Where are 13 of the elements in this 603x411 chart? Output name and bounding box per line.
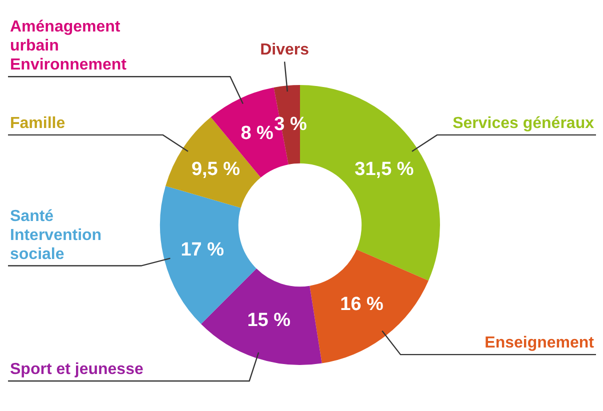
data-label: 16 %	[340, 294, 384, 315]
slice-label: Aménagement urbain Environnement	[10, 18, 128, 74]
slice-label: Services généraux	[452, 114, 594, 132]
data-label: 15 %	[247, 310, 291, 332]
slice-label: Divers	[260, 42, 310, 59]
data-label: 31,5 %	[354, 158, 414, 180]
data-label: 9,5 %	[191, 158, 240, 180]
slice-label: Enseignement	[484, 334, 595, 352]
data-label: 8 %	[240, 123, 274, 144]
slice-label: Sport et jeunesse	[10, 360, 144, 378]
slice-label: Santé Intervention sociale	[10, 208, 102, 263]
data-label: 17 %	[180, 239, 224, 260]
slice-label: Famille	[10, 114, 66, 132]
